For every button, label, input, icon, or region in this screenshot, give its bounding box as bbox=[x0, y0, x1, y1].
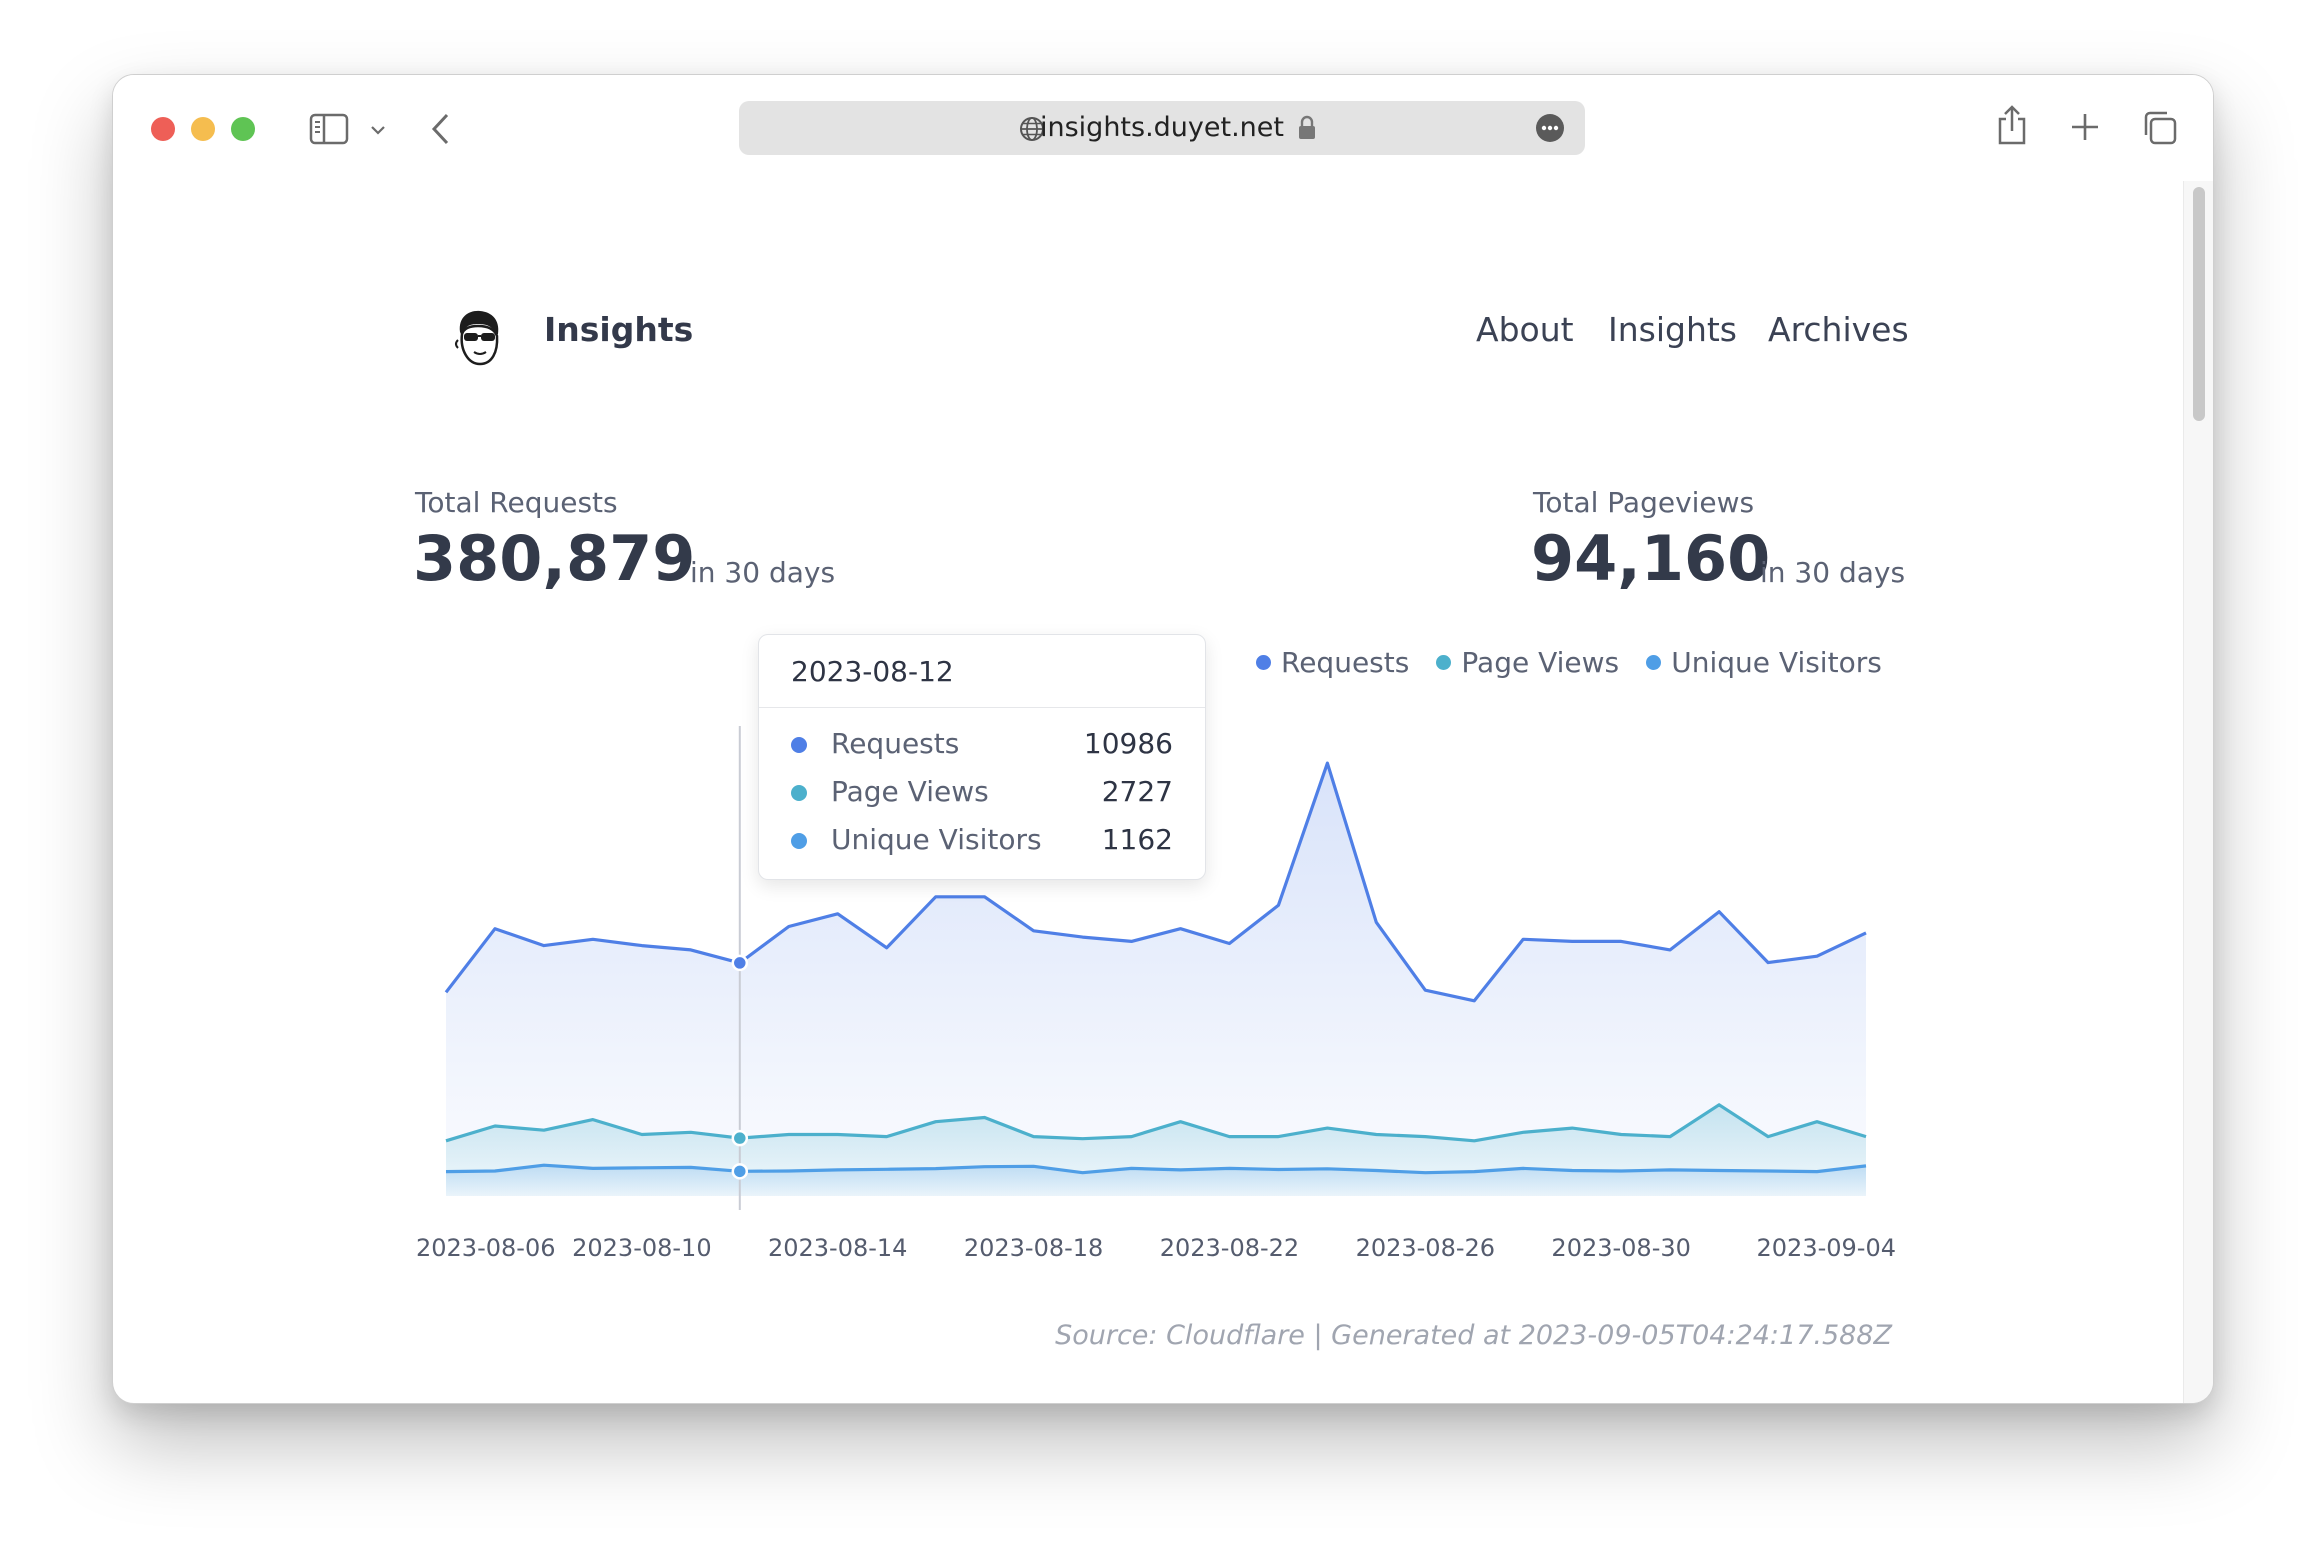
nav-about[interactable]: About bbox=[1476, 310, 1574, 349]
close-window-button[interactable] bbox=[151, 117, 175, 141]
tooltip-series-name: Requests bbox=[831, 727, 960, 760]
x-tick-label: 2023-08-22 bbox=[1160, 1234, 1299, 1262]
nav-insights[interactable]: Insights bbox=[1608, 310, 1738, 349]
url-text: insights.duyet.net bbox=[1040, 112, 1284, 143]
x-tick-label: 2023-08-26 bbox=[1356, 1234, 1495, 1262]
tooltip-series-value: 1162 bbox=[1101, 823, 1173, 856]
tooltip-dot bbox=[791, 833, 807, 849]
tooltip-dot bbox=[791, 785, 807, 801]
back-arrow-icon[interactable] bbox=[429, 111, 453, 147]
sidebar-toggle-icon[interactable] bbox=[309, 113, 349, 145]
legend-dot bbox=[1436, 655, 1452, 670]
tooltip-row-page-views: Page Views 2727 bbox=[791, 775, 1173, 811]
area-requests bbox=[446, 763, 1866, 1196]
legend-label: Page Views bbox=[1461, 646, 1620, 679]
share-icon[interactable] bbox=[1995, 103, 2029, 147]
chart-legend: Requests Page Views Unique Visitors bbox=[1256, 646, 1904, 686]
series-line-unique-visitors[interactable] bbox=[445, 1163, 1867, 1175]
legend-item-page-views[interactable]: Page Views bbox=[1436, 646, 1619, 679]
tooltip-divider bbox=[759, 707, 1205, 708]
avatar[interactable] bbox=[448, 306, 508, 370]
tab-overview-icon[interactable] bbox=[2141, 109, 2179, 147]
tooltip-dot bbox=[791, 737, 807, 753]
tooltip-series-value: 2727 bbox=[1101, 775, 1173, 808]
scrollbar[interactable] bbox=[2183, 181, 2213, 1403]
legend-label: Requests bbox=[1281, 646, 1410, 679]
tooltip-row-unique-visitors: Unique Visitors 1162 bbox=[791, 823, 1173, 859]
scrollbar-thumb[interactable] bbox=[2193, 187, 2205, 421]
total-requests-value: 380,879 bbox=[413, 522, 696, 595]
tooltip-series-name: Page Views bbox=[831, 775, 989, 808]
total-pageviews-value: 94,160 bbox=[1531, 522, 1771, 595]
series-line-page-views[interactable] bbox=[445, 1103, 1867, 1143]
address-bar[interactable]: insights.duyet.net bbox=[739, 101, 1585, 155]
legend-dot bbox=[1646, 655, 1662, 670]
total-requests-label: Total Requests bbox=[415, 486, 618, 519]
x-tick-label: 2023-08-18 bbox=[964, 1234, 1103, 1262]
source-note: Source: Cloudflare | Generated at 2023-0… bbox=[1055, 1320, 1892, 1351]
area-unique-visitors bbox=[446, 1165, 1866, 1196]
more-options-icon[interactable] bbox=[1535, 113, 1565, 143]
legend-item-requests[interactable]: Requests bbox=[1256, 646, 1409, 679]
x-tick-label: 2023-08-14 bbox=[768, 1234, 907, 1262]
x-tick-label: 2023-08-10 bbox=[572, 1234, 711, 1262]
minimize-window-button[interactable] bbox=[191, 117, 215, 141]
new-tab-plus-icon[interactable] bbox=[2069, 111, 2101, 143]
tooltip-series-name: Unique Visitors bbox=[831, 823, 1042, 856]
chevron-down-icon[interactable] bbox=[369, 123, 387, 137]
hover-point-requests bbox=[731, 954, 749, 972]
chart-tooltip: 2023-08-12 Requests 10986 Page Views 272… bbox=[758, 634, 1206, 880]
tooltip-date: 2023-08-12 bbox=[791, 655, 954, 688]
x-tick-label: 2023-08-30 bbox=[1551, 1234, 1690, 1262]
total-requests-suffix: in 30 days bbox=[690, 556, 836, 589]
globe-icon bbox=[1020, 117, 1044, 141]
total-pageviews-suffix: in 30 days bbox=[1760, 556, 1906, 589]
brand-title[interactable]: Insights bbox=[544, 310, 694, 349]
nav-archives[interactable]: Archives bbox=[1768, 310, 1909, 349]
x-tick-label: 2023-08-06 bbox=[416, 1234, 555, 1262]
series-line-requests[interactable] bbox=[444, 761, 1867, 1003]
browser-toolbar: insights.duyet.net bbox=[113, 75, 2213, 181]
hover-point-unique-visitors bbox=[731, 1163, 749, 1180]
legend-label: Unique Visitors bbox=[1671, 646, 1882, 679]
total-pageviews-label: Total Pageviews bbox=[1533, 486, 1755, 519]
tooltip-series-value: 10986 bbox=[1083, 727, 1173, 760]
zoom-window-button[interactable] bbox=[231, 117, 255, 141]
lock-icon bbox=[1299, 115, 1315, 139]
x-tick-label: 2023-09-04 bbox=[1757, 1234, 1896, 1262]
tooltip-row-requests: Requests 10986 bbox=[791, 727, 1173, 763]
legend-dot bbox=[1256, 655, 1271, 670]
hover-point-page-views bbox=[731, 1129, 749, 1147]
legend-item-unique-visitors[interactable]: Unique Visitors bbox=[1646, 646, 1882, 679]
